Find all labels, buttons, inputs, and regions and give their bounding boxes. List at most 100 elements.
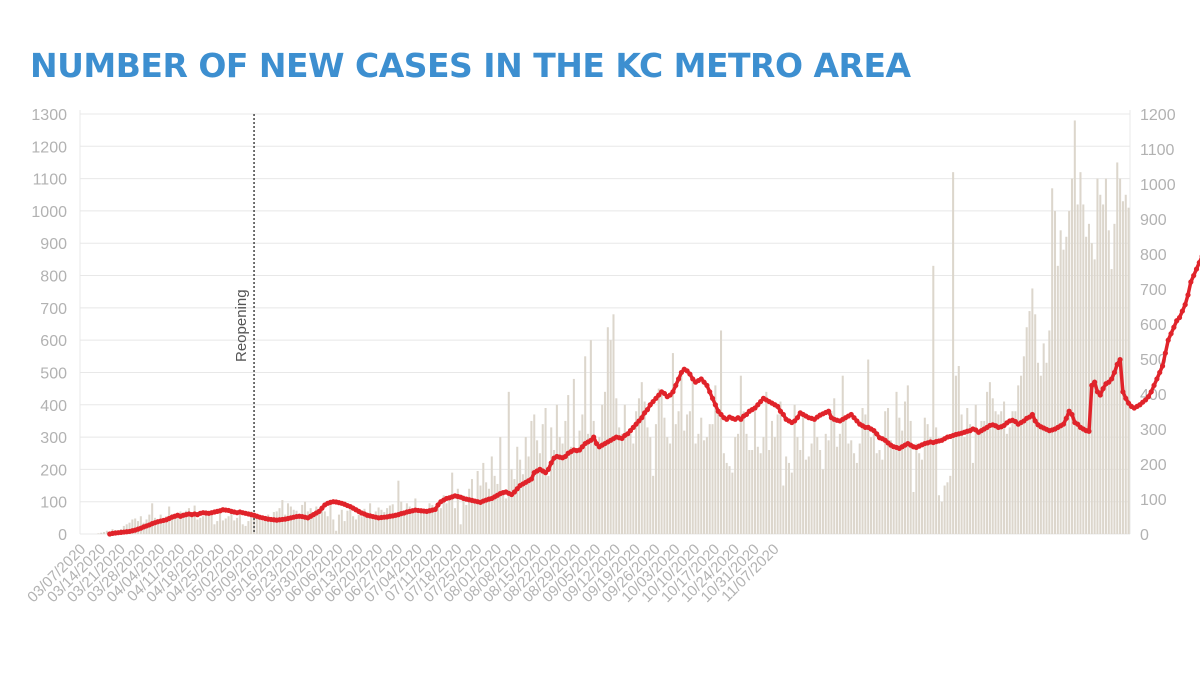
daily-case-bar [660, 395, 663, 534]
daily-case-bar [408, 506, 411, 534]
daily-case-bar [943, 485, 946, 534]
daily-case-bar [473, 501, 476, 534]
daily-case-bar [906, 385, 909, 534]
daily-case-bar [253, 516, 256, 534]
daily-case-bar [742, 411, 745, 534]
daily-case-bar [527, 456, 530, 534]
average-point [528, 476, 535, 482]
daily-case-bar [403, 511, 406, 534]
daily-case-bar [872, 430, 875, 534]
daily-case-bar [202, 516, 205, 534]
daily-case-bar [1113, 223, 1116, 534]
daily-case-bar [510, 469, 513, 534]
daily-case-bar [858, 443, 861, 534]
daily-case-bar [541, 424, 544, 534]
reopening-label: Reopening [233, 289, 250, 362]
daily-case-bar [434, 506, 437, 534]
daily-case-bar [1034, 314, 1037, 534]
daily-case-bar [918, 453, 921, 534]
daily-case-bar [521, 474, 524, 534]
daily-case-bar [595, 443, 598, 534]
daily-case-bar [640, 382, 643, 534]
daily-case-bar [139, 516, 142, 534]
daily-case-bar [603, 391, 607, 534]
daily-case-bar [935, 427, 938, 534]
daily-case-bar [318, 513, 321, 534]
average-point [1157, 369, 1163, 376]
daily-case-bar [1065, 236, 1068, 534]
daily-case-bar [850, 440, 853, 534]
daily-case-bar [669, 443, 672, 534]
daily-case-bar [567, 395, 570, 534]
daily-case-bar [643, 401, 646, 534]
daily-case-bar [703, 440, 706, 534]
daily-case-bar [250, 511, 253, 534]
daily-case-bar [179, 511, 182, 534]
daily-case-bar [270, 517, 273, 534]
daily-case-bar [920, 459, 923, 534]
average-point [673, 382, 679, 388]
daily-case-bar [654, 424, 657, 534]
daily-case-bar [1014, 411, 1017, 534]
average-point [670, 389, 676, 395]
average-point [1086, 428, 1092, 434]
daily-case-bar [994, 411, 997, 534]
daily-case-bar [722, 453, 725, 534]
daily-case-bar [335, 530, 338, 534]
daily-case-bar [394, 516, 397, 534]
daily-case-bar [618, 427, 621, 534]
daily-case-bar [836, 446, 839, 534]
average-point [1196, 260, 1200, 266]
daily-case-bar [810, 443, 813, 534]
daily-case-bar [739, 375, 742, 534]
daily-case-bar [728, 466, 731, 534]
daily-case-bar [190, 514, 193, 534]
daily-case-bar [1070, 178, 1073, 534]
daily-case-bar [292, 509, 295, 534]
daily-case-bar [983, 420, 986, 534]
y-tick-left: 1200 [31, 139, 67, 156]
average-point [1179, 308, 1185, 314]
average-point [675, 376, 682, 382]
daily-case-bar [1102, 204, 1105, 534]
daily-case-bar [538, 453, 541, 534]
daily-case-bar [97, 533, 100, 534]
daily-case-bar [700, 417, 703, 534]
daily-case-bar [255, 513, 258, 534]
daily-case-bar [504, 498, 507, 534]
daily-case-bar [997, 414, 1000, 534]
daily-case-bar [720, 330, 723, 534]
daily-case-bar [170, 513, 173, 534]
daily-case-bar [889, 440, 892, 534]
daily-case-bar [267, 514, 270, 534]
average-point [639, 415, 645, 421]
y-tick-right: 900 [1140, 212, 1167, 229]
daily-case-bar [1099, 194, 1102, 534]
daily-case-bar [686, 414, 689, 534]
y-tick-left: 200 [40, 462, 67, 479]
average-point [1063, 415, 1069, 421]
daily-case-bar [134, 518, 137, 534]
daily-case-bar [445, 503, 448, 534]
daily-case-bar [1051, 188, 1054, 535]
y-tick-left: 300 [40, 430, 67, 447]
daily-case-bar [821, 469, 824, 534]
daily-case-bar [131, 519, 134, 534]
average-point [709, 395, 716, 401]
daily-case-bar [411, 509, 414, 534]
daily-case-bar [827, 440, 830, 534]
daily-case-bar [666, 437, 669, 534]
average-point [1176, 314, 1183, 321]
daily-case-bar [547, 475, 550, 534]
average-point [548, 460, 554, 466]
daily-case-bar [298, 514, 301, 534]
daily-case-bar [100, 532, 103, 534]
daily-case-bar [649, 437, 652, 534]
daily-case-bar [932, 265, 935, 534]
daily-case-bar [162, 517, 165, 534]
daily-case-bar [691, 378, 694, 534]
average-point [775, 403, 781, 409]
daily-case-bar [230, 513, 233, 534]
daily-case-bar [153, 517, 157, 534]
y-tick-right: 100 [1140, 492, 1167, 509]
